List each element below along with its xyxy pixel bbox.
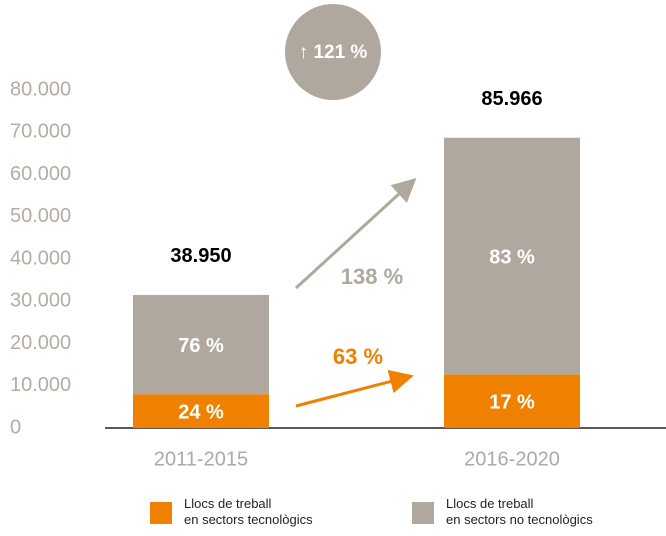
total-label: 85.966 [481,88,542,110]
y-tick-label: 60.000 [10,163,71,185]
y-tick-label: 50.000 [10,205,71,227]
percent-label: 17 % [489,391,535,413]
legend-label: Llocs de treball en sectors tecnològics [184,496,313,527]
legend-label: Llocs de treball en sectors no tecnològi… [446,496,593,527]
y-tick-label: 80.000 [10,78,71,100]
growth-circle [285,4,381,100]
arrow-non-tech [294,177,417,290]
growth-tech: 63 % [333,344,383,369]
y-tick-label: 70.000 [10,121,71,143]
bar-segment [444,374,580,428]
bar-segment [444,137,580,375]
legend-swatch [150,502,172,524]
growth-non-tech: 138 % [341,264,403,289]
arrow-tech [295,369,414,408]
total-label: 38.950 [170,245,231,267]
y-tick-label: 40.000 [10,247,71,269]
bar-segment [133,294,269,395]
growth-total: ↑ 121 % [299,42,368,63]
percent-label: 83 % [489,246,535,268]
bar-segment [133,394,269,428]
x-tick-label: 2016-2020 [464,448,560,470]
y-tick-label: 20.000 [10,332,71,354]
percent-label: 24 % [178,401,224,423]
y-tick-label: 10.000 [10,374,71,396]
y-tick-label: 30.000 [10,290,71,312]
legend-swatch [412,502,434,524]
percent-label: 76 % [178,335,224,357]
y-tick-label: 0 [10,416,21,438]
x-tick-label: 2011-2015 [154,448,248,470]
